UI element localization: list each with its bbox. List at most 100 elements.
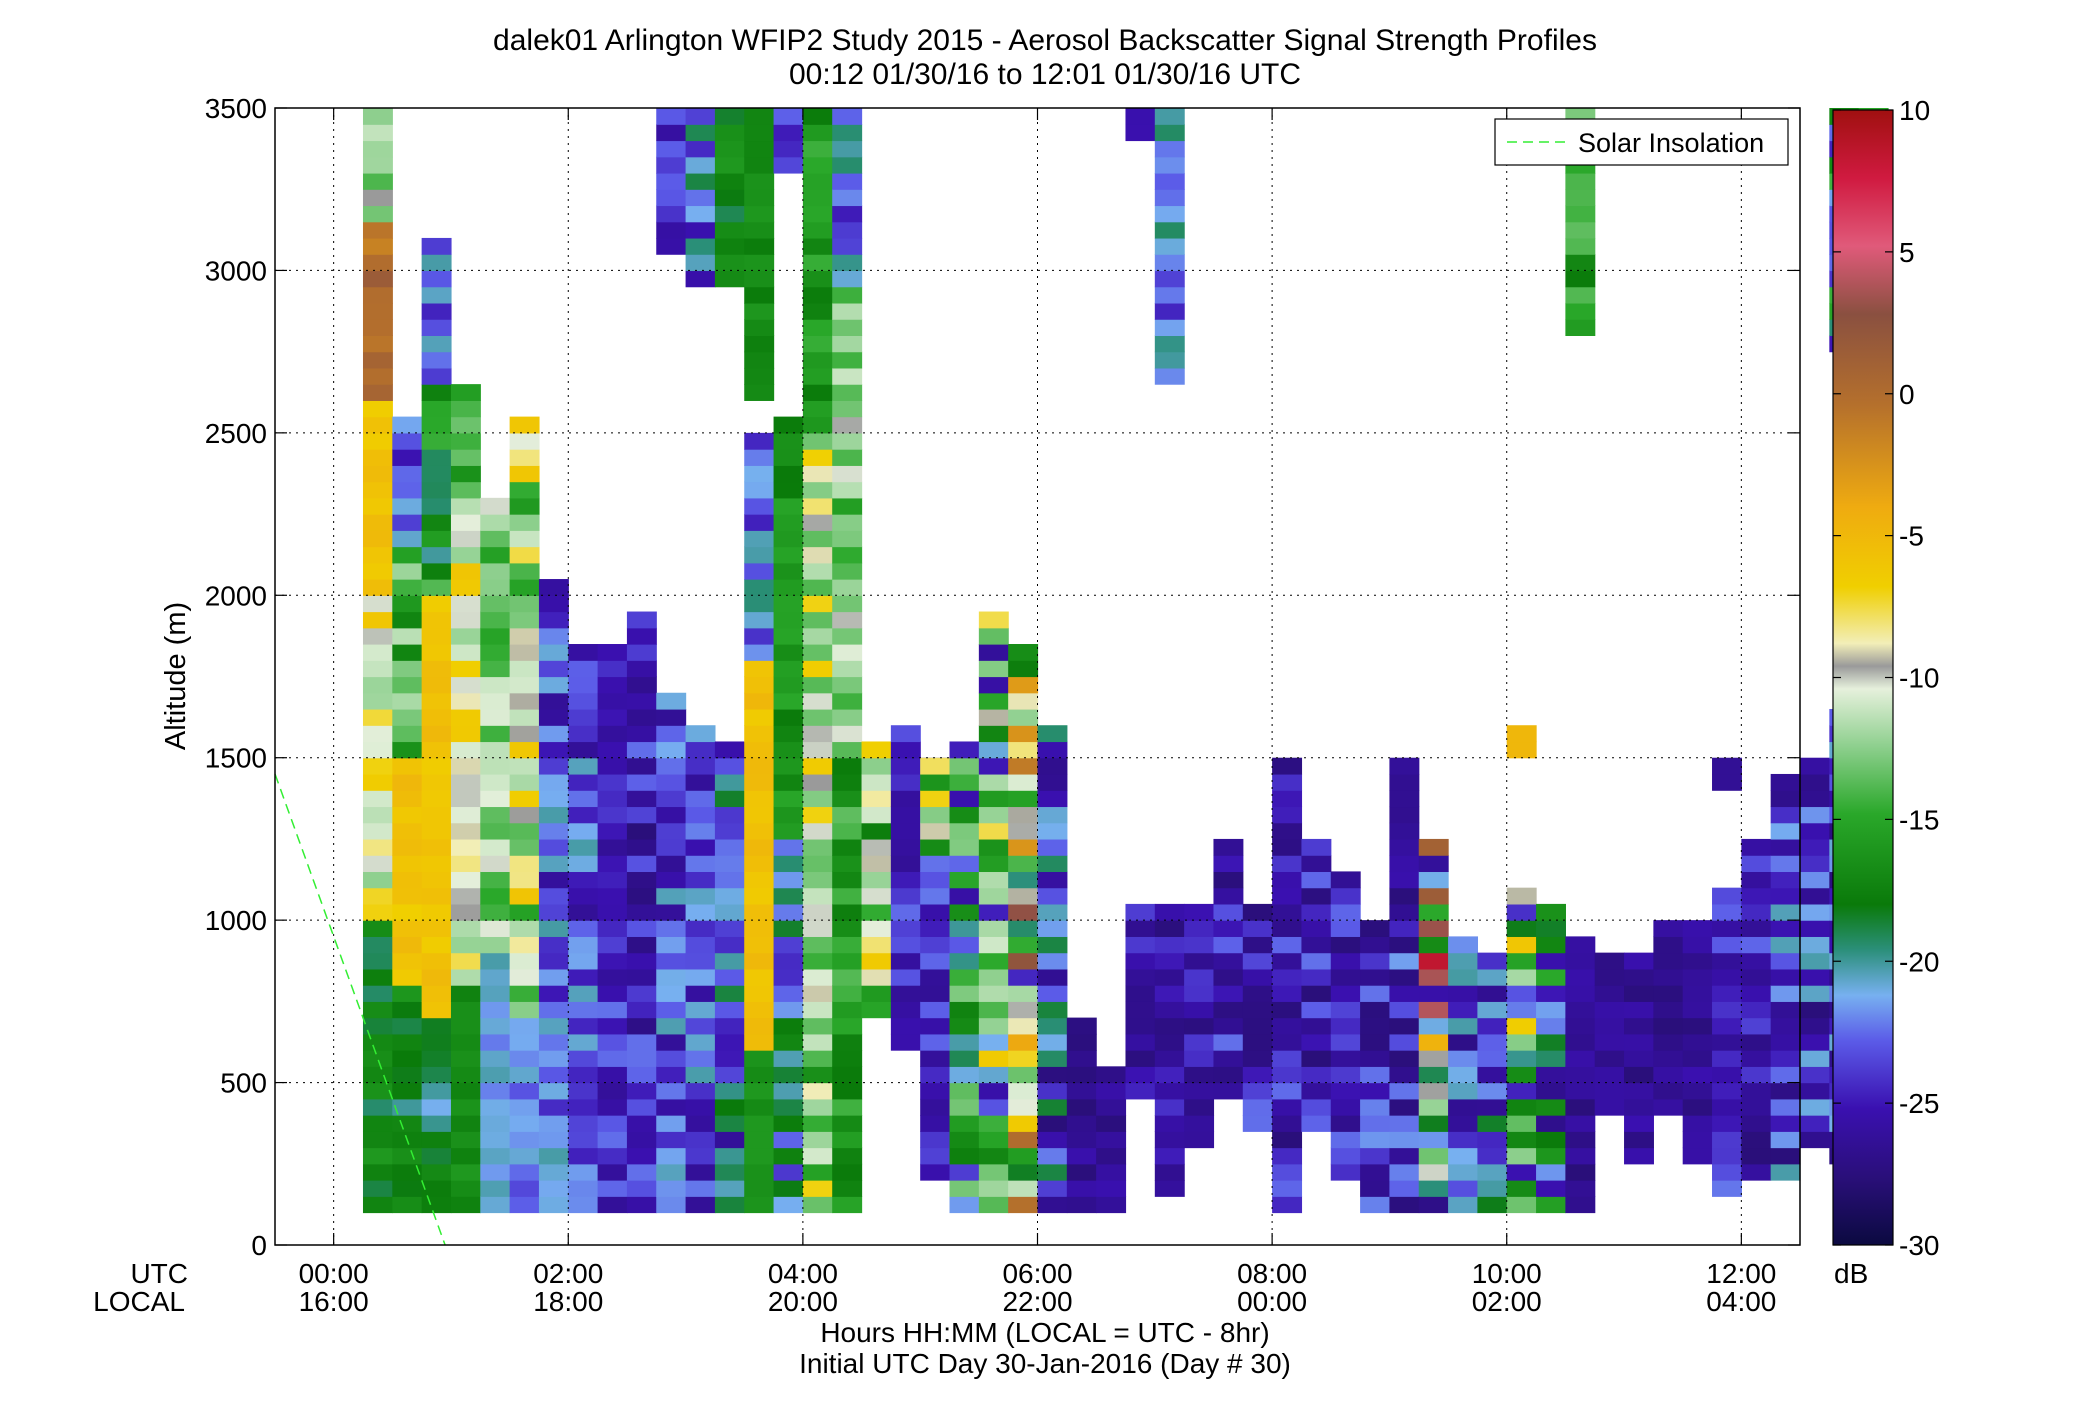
heatmap-cell [920, 1050, 951, 1067]
heatmap-cell [744, 221, 775, 239]
heatmap-cell [392, 562, 423, 580]
heatmap-cell [978, 725, 1009, 743]
heatmap-cell [978, 1001, 1009, 1019]
heatmap-cell [1330, 1082, 1361, 1100]
heatmap-cell [1682, 968, 1713, 986]
heatmap-cell [949, 1196, 980, 1214]
heatmap-cell [1008, 985, 1039, 1002]
heatmap-cell [1565, 254, 1596, 272]
heatmap-cell [1624, 1131, 1654, 1149]
heatmap-cell [568, 1131, 599, 1149]
heatmap-cell [773, 1001, 804, 1019]
heatmap-cell [802, 887, 833, 905]
heatmap-cell [978, 611, 1009, 629]
x-tick-label-utc: 02:00 [533, 1258, 603, 1289]
heatmap-cell [1272, 790, 1303, 808]
heatmap-cell [597, 1082, 628, 1100]
heatmap-cell [1066, 1163, 1097, 1181]
heatmap-cell [1448, 985, 1479, 1002]
heatmap-cell [1184, 920, 1215, 937]
heatmap-cell [568, 692, 599, 710]
heatmap-cell [656, 205, 687, 223]
heatmap-cell [1506, 1180, 1537, 1197]
heatmap-cell [978, 936, 1009, 954]
heatmap-cell [450, 562, 481, 580]
heatmap-cell [773, 432, 804, 450]
heatmap-cell [714, 1131, 745, 1149]
heatmap-cell [890, 887, 921, 905]
heatmap-cell [1301, 1033, 1332, 1051]
heatmap-cell [744, 579, 775, 596]
heatmap-cell [773, 1115, 804, 1132]
heatmap-cell [1242, 952, 1273, 970]
heatmap-cell [480, 692, 511, 710]
heatmap-cell [773, 562, 804, 580]
heatmap-cell [1066, 1098, 1097, 1116]
heatmap-cell [802, 205, 833, 223]
heatmap-cell [802, 416, 833, 434]
heatmap-cell [714, 1163, 745, 1181]
heatmap-cell [832, 108, 863, 125]
heatmap-cell [714, 838, 745, 856]
heatmap-cell [538, 611, 569, 629]
heatmap-cell [1741, 985, 1772, 1002]
heatmap-cell [597, 1180, 628, 1197]
heatmap-cell [744, 1180, 775, 1197]
heatmap-cell [1330, 1147, 1361, 1165]
heatmap-cell [949, 903, 980, 921]
heatmap-cell [685, 1131, 716, 1149]
heatmap-cell [421, 1196, 452, 1214]
heatmap-cell [920, 1098, 951, 1116]
heatmap-cell [392, 773, 423, 791]
heatmap-cell [626, 692, 657, 710]
heatmap-cell [1448, 1131, 1479, 1149]
heatmap-cell [1536, 920, 1566, 937]
heatmap-cell [480, 1098, 511, 1116]
heatmap-cell [744, 855, 775, 873]
heatmap-cell [773, 514, 804, 531]
heatmap-cell [1008, 1082, 1039, 1100]
heatmap-cell [362, 319, 393, 336]
heatmap-cell [362, 725, 393, 743]
heatmap-cell [421, 887, 452, 905]
heatmap-cell [861, 757, 892, 775]
heatmap-cell [392, 903, 423, 921]
heatmap-cell [392, 432, 423, 450]
heatmap-cell [1037, 1017, 1068, 1035]
heatmap-cell [480, 562, 511, 580]
heatmap-cell [802, 920, 833, 937]
heatmap-cell [1800, 1033, 1830, 1051]
heatmap-cell [1154, 936, 1185, 954]
heatmap-cell [626, 1180, 657, 1197]
heatmap-cell [1008, 887, 1039, 905]
heatmap-cell [597, 855, 628, 873]
heatmap-cell [1418, 838, 1449, 856]
heatmap-cell [1008, 1115, 1039, 1132]
heatmap-cell [392, 1082, 423, 1100]
heatmap-cell [538, 903, 569, 921]
heatmap-cell [773, 773, 804, 791]
heatmap-cell [1565, 936, 1596, 954]
heatmap-cell [773, 124, 804, 142]
heatmap-cell [1506, 903, 1537, 921]
heatmap-cell [861, 790, 892, 808]
heatmap-cell [450, 887, 481, 905]
heatmap-cell [1682, 1017, 1713, 1035]
heatmap-cell [832, 1163, 863, 1181]
heatmap-cell [362, 757, 393, 775]
heatmap-cell [362, 205, 393, 223]
heatmap-cell [1360, 920, 1391, 937]
heatmap-cell [1154, 1098, 1185, 1116]
heatmap-cell [392, 985, 423, 1002]
heatmap-cell [480, 708, 511, 726]
heatmap-cell [480, 773, 511, 791]
heatmap-cell [597, 741, 628, 759]
heatmap-cell [450, 1017, 481, 1035]
heatmap-cell [421, 838, 452, 856]
heatmap-cell [714, 806, 745, 824]
heatmap-cell [1125, 1050, 1156, 1067]
heatmap-cell [1389, 903, 1420, 921]
heatmap-cell [568, 887, 599, 905]
heatmap-cell [832, 838, 863, 856]
heatmap-cell [1741, 1082, 1772, 1100]
